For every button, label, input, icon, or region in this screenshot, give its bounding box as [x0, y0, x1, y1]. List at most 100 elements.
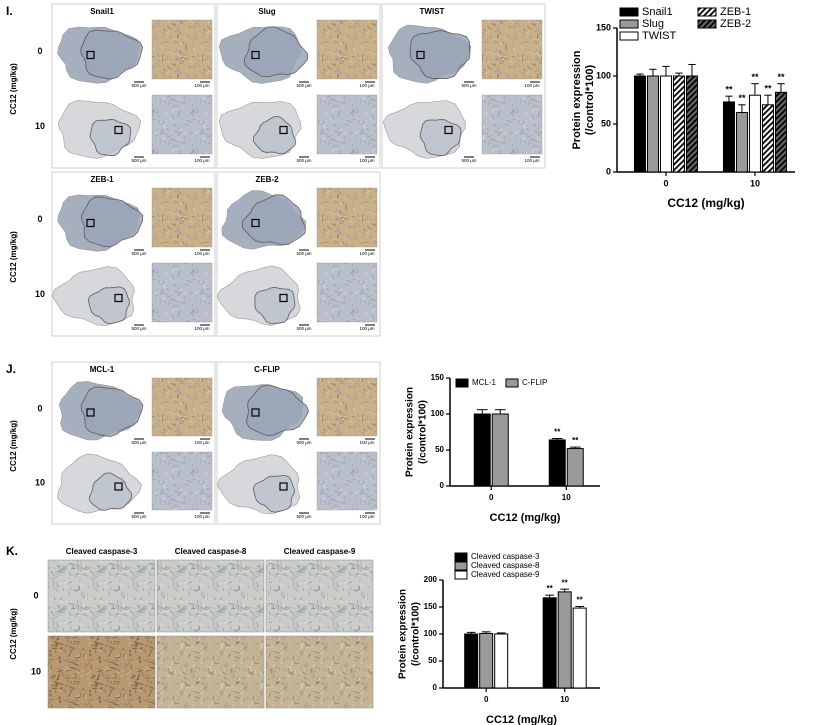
error-bar: [476, 409, 488, 414]
region-outline: [409, 30, 471, 80]
bar: [548, 439, 566, 487]
dose-label: 0: [37, 214, 42, 224]
bar: [473, 413, 491, 487]
scale-label: 500 μm: [296, 251, 311, 256]
y-axis-label: (/control*100): [584, 65, 596, 136]
significance-label: **: [547, 584, 554, 593]
roi-box: [279, 125, 288, 135]
region-outline: [243, 26, 308, 78]
error-bar: [481, 631, 491, 634]
x-tick-label: 10: [750, 178, 760, 188]
legend-swatch: [455, 378, 469, 388]
y-axis-label: (/control*100): [411, 602, 422, 666]
bar: [646, 75, 659, 173]
legend-swatch: [619, 31, 639, 41]
y-tick-label: 50: [428, 656, 437, 665]
legend-swatch: [697, 19, 717, 29]
legend-label: ZEB-1: [720, 6, 751, 18]
micrograph: [316, 451, 378, 511]
region-outline: [80, 29, 144, 80]
scale-label: 100 μm: [359, 440, 374, 445]
legend-swatch: [454, 570, 468, 580]
y-tick-label: 150: [424, 602, 438, 611]
micrograph: [265, 559, 374, 633]
scale-label: 500 μm: [296, 158, 311, 163]
legend-swatch: [619, 19, 639, 29]
scale-label: 500 μm: [131, 158, 146, 163]
region-outline: [89, 119, 132, 156]
significance-label: **: [751, 72, 759, 82]
roi-box: [86, 218, 95, 228]
micrograph: [47, 635, 156, 709]
dose-label: 10: [35, 289, 45, 299]
bar: [672, 75, 685, 173]
legend-swatch: [697, 7, 717, 17]
bar: [633, 75, 646, 173]
x-axis-label: CC12 (mg/kg): [667, 196, 744, 210]
column-title: Snail1: [90, 7, 114, 16]
panel-label: J.: [6, 362, 16, 376]
micrograph: [265, 635, 374, 709]
dose-label: 0: [37, 403, 42, 413]
column-title: Cleaved caspase-3: [66, 547, 138, 556]
axis-label: CC12 (mg/kg): [9, 231, 18, 283]
bar: [464, 633, 479, 689]
column-title: ZEB-1: [90, 175, 114, 184]
region-outline: [88, 472, 133, 511]
scale-label: 500 μm: [296, 83, 311, 88]
scale-label: 100 μm: [194, 83, 209, 88]
column-title: ZEB-2: [255, 175, 279, 184]
scale-label: 500 μm: [296, 440, 311, 445]
roi-box: [86, 408, 95, 417]
error-bar: [466, 631, 476, 634]
scale-label: 100 μm: [359, 514, 374, 519]
error-bar: [545, 594, 555, 598]
scale-label: 500 μm: [131, 326, 146, 331]
roi-box: [444, 125, 453, 135]
region-outline: [252, 474, 295, 513]
roi-box: [279, 293, 288, 303]
scale-label: 500 μm: [131, 440, 146, 445]
error-bar: [751, 83, 759, 96]
significance-label: **: [764, 84, 772, 94]
y-tick-label: 0: [440, 481, 445, 490]
scale-label: 100 μm: [359, 326, 374, 331]
bar: [542, 597, 557, 689]
legend-swatch: [454, 552, 468, 562]
y-tick-label: 150: [431, 373, 445, 382]
bar: [735, 111, 748, 173]
error-bar: [551, 437, 563, 440]
region-outline: [87, 286, 130, 325]
micrograph: [151, 94, 213, 155]
error-bar: [777, 83, 785, 93]
scale-label: 100 μm: [524, 158, 539, 163]
error-bar: [636, 73, 644, 76]
error-bar: [575, 605, 585, 609]
bar: [685, 75, 698, 173]
significance-label: **: [777, 72, 785, 82]
y-tick-label: 50: [601, 118, 611, 128]
error-bar: [725, 95, 733, 102]
scale-label: 100 μm: [194, 158, 209, 163]
x-tick-label: 10: [562, 493, 571, 502]
bar: [572, 607, 587, 689]
micrograph: [151, 451, 213, 511]
axis-label: CC12 (mg/kg): [9, 420, 18, 472]
error-bar: [560, 588, 570, 592]
legend-label: Slug: [642, 18, 664, 30]
micrograph: [316, 94, 378, 155]
bar: [659, 75, 672, 173]
x-axis-label: CC12 (mg/kg): [486, 714, 557, 725]
y-tick-label: 100: [424, 629, 438, 638]
legend-label: C-FLIP: [522, 378, 547, 387]
legend-label: Cleaved caspase-9: [471, 570, 540, 579]
legend-swatch: [505, 378, 519, 388]
scale-label: 100 μm: [194, 440, 209, 445]
significance-label: **: [562, 578, 569, 587]
roi-box: [86, 50, 95, 60]
x-tick-label: 10: [560, 695, 569, 704]
region-outline: [254, 286, 296, 324]
scale-label: 500 μm: [131, 83, 146, 88]
legend-label: Cleaved caspase-8: [471, 561, 540, 570]
panel-label: K.: [6, 544, 18, 558]
